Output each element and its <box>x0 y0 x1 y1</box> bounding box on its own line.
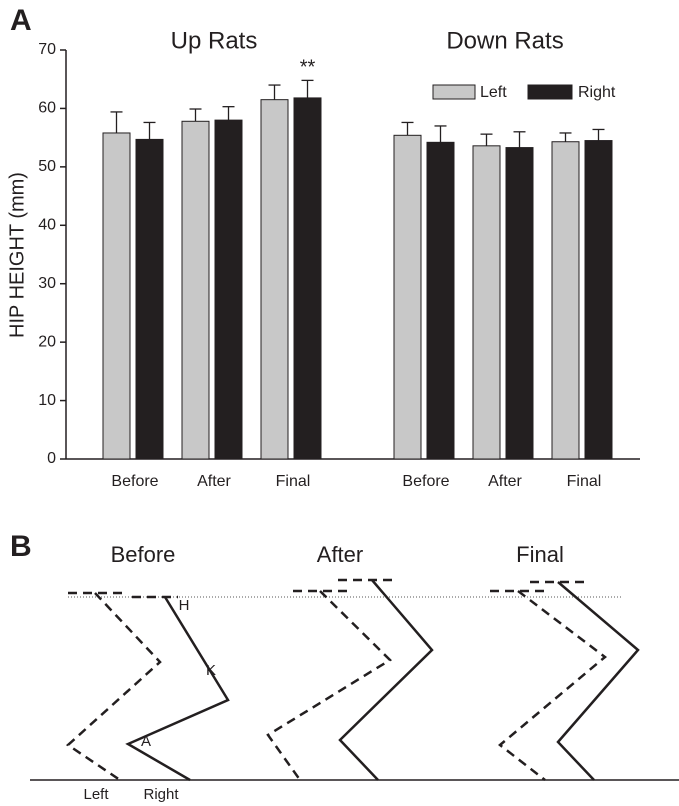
right-leg <box>125 596 230 782</box>
left-leg <box>266 590 393 781</box>
significance-marker: ** <box>300 57 316 79</box>
column-title: Before <box>111 542 176 567</box>
y-tick-label: 0 <box>47 450 56 467</box>
bar <box>260 99 289 460</box>
leg-label: Left <box>83 786 109 803</box>
bar <box>551 141 580 460</box>
right-leg <box>338 579 434 781</box>
x-tick-label: Final <box>276 473 311 490</box>
y-tick-label: 40 <box>38 217 56 234</box>
left-leg <box>65 592 162 782</box>
bar <box>584 140 613 460</box>
y-tick-label: 20 <box>38 333 56 350</box>
panel-label: A <box>10 4 32 37</box>
x-tick-label: Before <box>111 473 158 490</box>
joint-label: H <box>179 597 190 614</box>
bar <box>426 141 455 460</box>
y-tick-label: 10 <box>38 392 56 409</box>
x-tick-label: After <box>197 473 231 490</box>
y-tick-label: 30 <box>38 275 56 292</box>
legend-swatch <box>527 84 573 100</box>
bar <box>214 119 243 460</box>
joint-label: A <box>141 733 151 750</box>
bar <box>505 147 534 460</box>
right-leg <box>556 581 640 781</box>
bar <box>472 145 501 460</box>
y-tick-label: 60 <box>38 100 56 117</box>
legend-label: Right <box>578 84 616 101</box>
x-tick-label: After <box>488 473 522 490</box>
left-leg <box>498 590 608 781</box>
panel-b-diagram <box>30 578 679 782</box>
legend-label: Left <box>480 84 507 101</box>
bar <box>393 134 422 460</box>
x-tick-label: Before <box>402 473 449 490</box>
y-tick-label: 50 <box>38 158 56 175</box>
bar <box>181 120 210 460</box>
legend-swatch <box>432 84 476 100</box>
column-title: After <box>317 542 363 567</box>
leg-label: Right <box>143 786 179 803</box>
x-tick-label: Final <box>567 473 602 490</box>
column-title: Final <box>516 542 564 567</box>
bar <box>135 138 164 460</box>
bar <box>102 132 131 460</box>
y-axis-label: HIP HEIGHT (mm) <box>6 172 28 338</box>
bar <box>293 97 322 460</box>
y-tick-label: 70 <box>38 41 56 58</box>
panel-label: B <box>10 530 32 563</box>
joint-label: K <box>206 662 216 679</box>
group-title: Up Rats <box>171 27 258 54</box>
group-title: Down Rats <box>446 27 563 54</box>
